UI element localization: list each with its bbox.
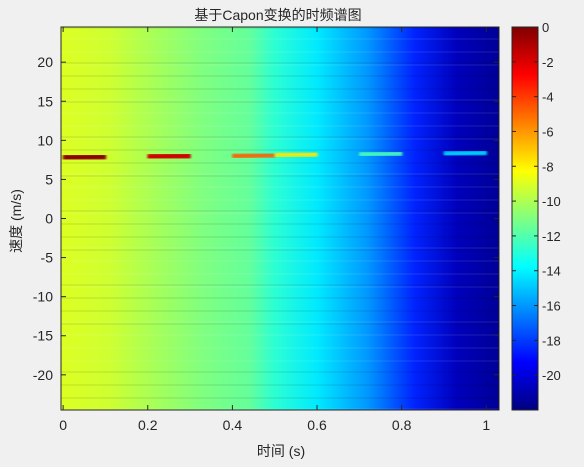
y-tick-label: 0: [45, 211, 53, 227]
x-tick-label: 0.4: [223, 417, 243, 433]
y-tick-label: 5: [45, 171, 53, 187]
texture-band: [61, 408, 499, 410]
texture-band: [61, 51, 499, 53]
x-tick-label: 1: [482, 417, 490, 433]
colorbar-tick-label: 0: [542, 20, 549, 35]
texture-band: [61, 125, 499, 127]
colorbar-tick-label: -20: [542, 368, 561, 383]
chart-title: 基于Capon变换的时频谱图: [194, 7, 361, 23]
colorbar-scale: [511, 26, 539, 411]
plot-area: [61, 27, 499, 410]
x-axis: 0 0.2 0.4 0.6 0.8 1: [59, 27, 490, 433]
ridge-segment: [63, 153, 106, 161]
ridge-segment: [232, 153, 276, 158]
texture-band: [61, 249, 499, 251]
y-axis: 20 15 10 5 0 -5 -10 -15 -20: [33, 54, 499, 383]
texture-band: [61, 75, 499, 77]
texture-band: [61, 101, 499, 103]
y-tick-label: -15: [33, 328, 53, 344]
texture-band: [61, 173, 499, 175]
ridge-segment: [443, 150, 487, 156]
y-tick-label: 10: [37, 132, 53, 148]
texture-band: [61, 64, 499, 66]
texture-band: [61, 384, 499, 386]
texture-band: [61, 199, 499, 201]
texture-band: [61, 62, 499, 64]
ridge-segment: [147, 152, 191, 160]
signal-ridge: [63, 149, 499, 163]
texture-band: [61, 323, 499, 325]
texture-band: [61, 27, 499, 29]
texture-band: [61, 297, 499, 299]
y-tick-label: -10: [33, 289, 53, 305]
texture-band: [61, 284, 499, 286]
ridge-segment: [274, 152, 318, 158]
texture-band: [61, 162, 499, 164]
x-axis-label: 时间 (s): [257, 443, 305, 459]
colorbar: 0 -2 -4 -6 -8 -10 -12 -14 -16 -18 -20: [511, 20, 561, 411]
y-tick-label: -20: [33, 367, 53, 383]
colorbar-tick-label: -8: [542, 159, 554, 174]
texture-band: [61, 310, 499, 312]
y-axis-label: 速度 (m/s): [8, 189, 24, 253]
texture-band: [61, 149, 499, 151]
texture-band: [61, 186, 499, 188]
texture-band: [61, 212, 499, 214]
texture-band: [61, 260, 499, 262]
texture-band: [61, 38, 499, 40]
x-tick-label: 0.6: [307, 417, 327, 433]
x-tick-label: 0.8: [392, 417, 412, 433]
texture-band: [61, 223, 499, 225]
texture-band: [61, 99, 499, 101]
colorbar-ticks: 0 -2 -4 -6 -8 -10 -12 -14 -16 -18 -20: [512, 20, 561, 383]
y-tick-label: 15: [37, 93, 53, 109]
texture-band: [61, 112, 499, 114]
texture-band: [61, 136, 499, 138]
texture-band: [61, 286, 499, 288]
texture-band: [61, 334, 499, 336]
colorbar-tick-label: -10: [542, 194, 561, 209]
colorbar-tick-label: -18: [542, 333, 561, 348]
texture-band: [61, 347, 499, 349]
colorbar-tick-label: -14: [542, 264, 561, 279]
y-tick-label: 20: [37, 54, 53, 70]
x-tick-label: 0: [59, 417, 67, 433]
texture-band: [61, 247, 499, 249]
texture-band: [61, 273, 499, 275]
texture-band: [61, 236, 499, 238]
texture-band: [61, 175, 499, 177]
texture-band: [61, 371, 499, 373]
colorbar-tick-label: -12: [542, 229, 561, 244]
heatmap-background: [61, 27, 499, 410]
texture-band: [61, 210, 499, 212]
texture-band: [61, 138, 499, 140]
x-tick-label: 0.2: [138, 417, 158, 433]
heatmap-texture: [61, 27, 499, 410]
ridge-segment: [359, 151, 403, 157]
colorbar-tick-label: -4: [542, 90, 554, 105]
y-tick-label: -5: [41, 250, 54, 266]
colorbar-tick-label: -2: [542, 55, 554, 70]
texture-band: [61, 397, 499, 399]
texture-band: [61, 321, 499, 323]
texture-band: [61, 360, 499, 362]
texture-band: [61, 88, 499, 90]
colorbar-tick-label: -6: [542, 124, 554, 139]
colorbar-tick-label: -16: [542, 299, 561, 314]
